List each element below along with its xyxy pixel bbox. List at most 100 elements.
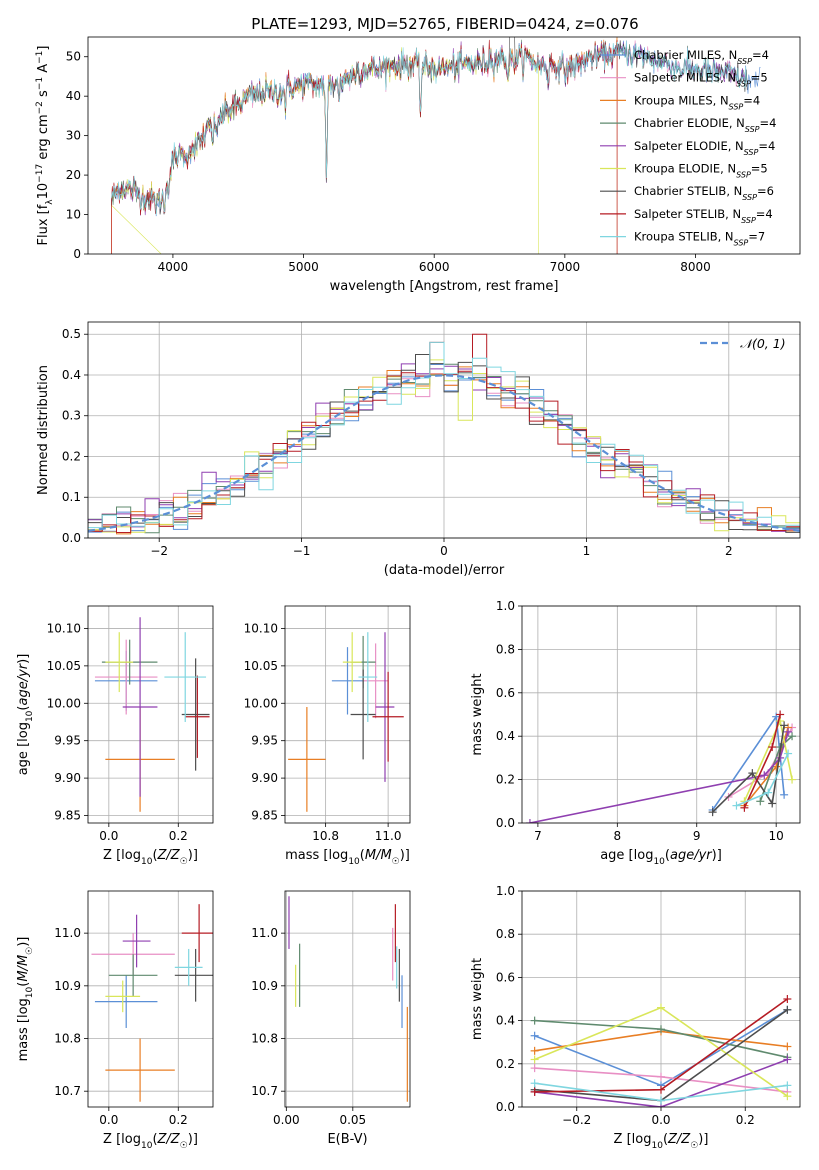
legend-nssp-sub: SSP (737, 57, 752, 66)
legend-label-normal: 𝒩(0, 1) (740, 336, 786, 351)
y-tick-label: 0 (73, 247, 81, 261)
label-part: −1 (35, 77, 45, 90)
point-salpeter-stelib (181, 904, 213, 963)
label-part: )] (698, 1132, 708, 1147)
y-tick-label: 0.4 (62, 368, 81, 382)
plot-area-spectrum (111, 37, 761, 254)
point-kroupa-stelib (358, 632, 378, 722)
y-axis-label: Normed distribution (36, 365, 51, 495)
y-tick-label: 1.0 (496, 599, 515, 613)
x-axis-label: age [log10(age/yr)] (600, 848, 722, 867)
series-kroupa-stelib (732, 749, 793, 810)
y-tick-label: 9.85 (251, 809, 278, 823)
label-part: s (36, 90, 51, 101)
label-part: 10 (348, 857, 360, 867)
axes-spectrum: 4000 5000 6000 7000 8000 0 10 20 30 40 50 wavelengt… (35, 36, 801, 294)
histogram-kroupa-stelib (88, 341, 800, 538)
y-tick-label: 0.2 (496, 1057, 515, 1071)
label-part: 10 (651, 1141, 663, 1151)
legend-nssp-value: =4 (760, 116, 777, 130)
y-tick-label: 10.05 (244, 659, 278, 673)
label-part: ( (152, 848, 157, 863)
label-part: ( (665, 848, 670, 863)
label-part: mass [log (285, 848, 348, 863)
x-tick-label: 6000 (419, 260, 450, 274)
series-kroupa-stelib (530, 1079, 792, 1105)
plot-area-age-vs-mass (288, 632, 404, 812)
point-chabrier-miles (331, 647, 364, 715)
y-tick-label: 9.95 (251, 734, 278, 748)
label-part: ( (152, 1132, 157, 1147)
legend-nssp-sub: SSP (744, 147, 759, 156)
y-tick-label: 50 (66, 50, 81, 64)
x-tick-label: −0.2 (562, 1113, 591, 1127)
grid-weight-vs-age (522, 605, 800, 824)
plot-area-mass-vs-Z (91, 904, 213, 1102)
x-tick-label: 5000 (288, 260, 319, 274)
label-part: mass [log (16, 998, 31, 1061)
legend-nssp-value: =4 (756, 207, 773, 221)
label-part: ☉ (392, 857, 400, 867)
series-kroupa-elodie (740, 717, 797, 806)
series-salpeter-miles (530, 1064, 792, 1096)
legend-series-name: Salpeter STELIB, N (634, 207, 741, 221)
plot-area-residuals (88, 333, 800, 538)
legend-nssp-value: =6 (757, 184, 774, 198)
legend-label-salpeter-elodie: Salpeter ELODIE, NSSP=4 (634, 139, 775, 157)
y-tick-label: 11.0 (54, 926, 81, 940)
label-part: )] (16, 937, 31, 947)
y-tick-label: 0.6 (496, 686, 515, 700)
point-salpeter-elodie (375, 632, 395, 782)
x-tick-label: 4000 (158, 260, 189, 274)
legend-nssp-sub: SSP (742, 193, 757, 202)
grid-mass-vs-Z (88, 891, 213, 1107)
grid-mass-vs-EBV (285, 891, 410, 1107)
x-tick-label: 1 (583, 544, 591, 558)
point-kroupa-miles (105, 1038, 175, 1102)
legend-label-salpeter-miles: Salpeter MILES, NSSP=5 (634, 71, 768, 89)
point-chabrier-stelib (181, 658, 210, 771)
legend-nssp-value: =4 (758, 139, 775, 153)
series-line-kroupa-elodie (111, 44, 540, 254)
y-tick-label: 0.0 (62, 531, 81, 545)
plot-area-age-vs-Z (94, 617, 210, 812)
x-tick-label: 0.2 (169, 829, 188, 843)
y-tick-label: 9.95 (54, 734, 81, 748)
y-tick-label: 10.00 (244, 696, 278, 710)
x-axis-label: Z [log10(Z/Z☉)] (614, 1132, 709, 1151)
axes-frame (87, 36, 801, 255)
x-tick-label: −1 (293, 544, 311, 558)
y-tick-label: 1.0 (496, 884, 515, 898)
legend-nssp-sub: SSP (741, 215, 756, 224)
plot-area-weight-vs-Z (530, 995, 792, 1107)
label-part: ☉ (25, 947, 35, 955)
plot-area-mass-vs-EBV (288, 896, 408, 1102)
legend-nssp-sub: SSP (745, 125, 760, 134)
legend-label-chabrier-stelib: Chabrier STELIB, NSSP=6 (634, 184, 774, 202)
point-salpeter-miles (94, 639, 158, 715)
point-kroupa-miles (288, 707, 326, 812)
series-line-chabrier-stelib (111, 37, 748, 215)
label-part: wavelength [Angstrom, rest frame] (330, 279, 559, 294)
y-tick-label: 10.10 (47, 621, 81, 635)
point-salpeter-stelib (372, 671, 404, 762)
y-tick-label: 9.90 (54, 771, 81, 785)
axes-frame (284, 605, 411, 824)
y-tick-label: 20 (66, 168, 81, 182)
point-chabrier-stelib (350, 669, 376, 760)
y-tick-label: 0.8 (496, 642, 515, 656)
label-part: )] (16, 654, 31, 664)
x-tick-label: 0.0 (99, 829, 118, 843)
label-part: 10 (653, 857, 665, 867)
label-part: )] (188, 848, 198, 863)
label-part: ( (16, 982, 31, 987)
label-part: Z/Z (667, 1132, 691, 1147)
x-tick-label: −2 (150, 544, 168, 558)
x-tick-label: 0.05 (339, 1113, 366, 1127)
y-tick-label: 0.0 (496, 816, 515, 830)
point-kroupa-elodie (105, 632, 134, 693)
label-part: (data-model)/error (384, 563, 505, 578)
x-axis-label: mass [log10(M/M☉)] (285, 848, 410, 867)
